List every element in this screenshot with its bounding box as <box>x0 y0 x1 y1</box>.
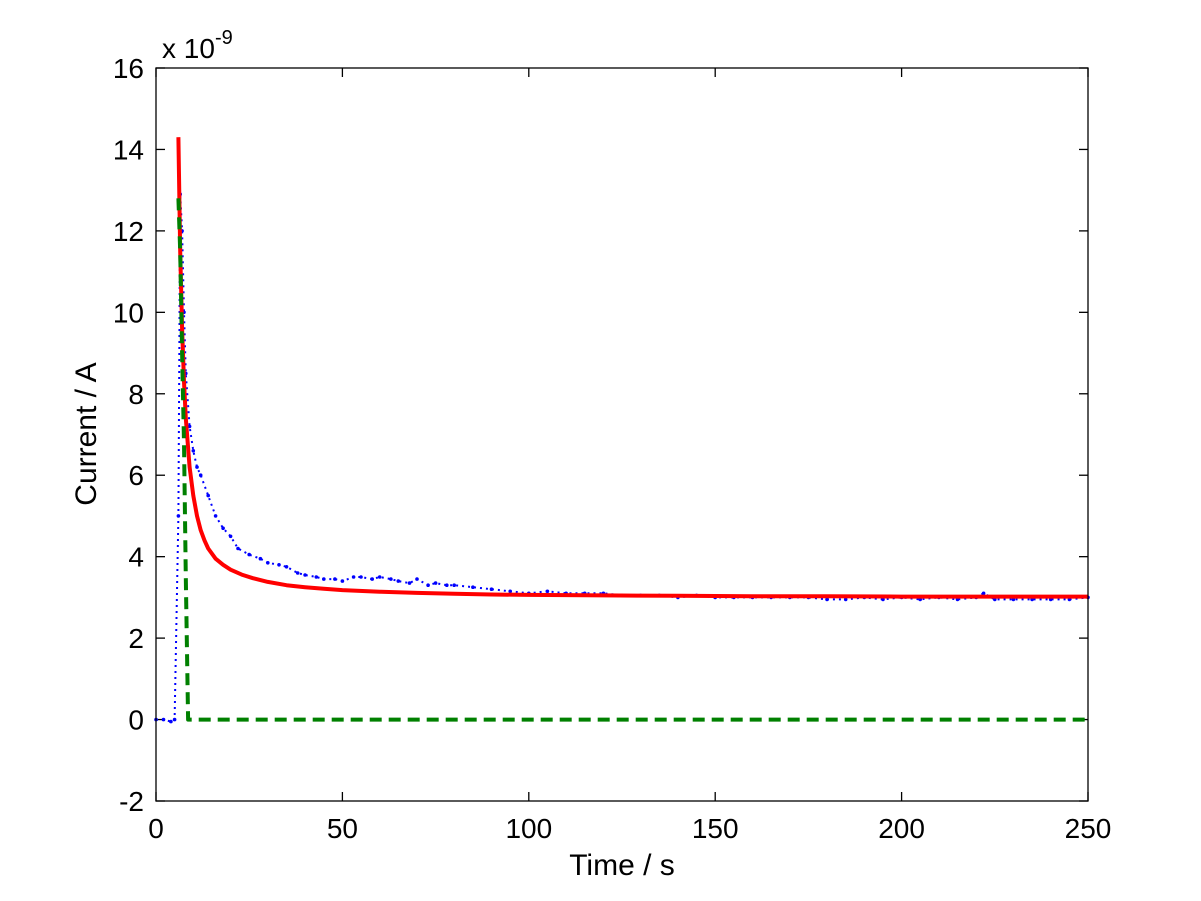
y-tick-label: -2 <box>119 786 144 817</box>
axes-box <box>155 67 1089 802</box>
series-layer <box>154 137 1090 724</box>
data-point <box>389 577 393 581</box>
data-point <box>489 587 494 591</box>
data-point <box>161 717 166 722</box>
data-point <box>195 465 199 469</box>
series-fit-current <box>176 137 1088 599</box>
y-multiplier-base: x 10 <box>162 33 215 64</box>
data-point <box>843 597 848 602</box>
data-point <box>247 552 251 557</box>
y-tick-label: 0 <box>128 705 144 736</box>
data-point <box>471 585 475 589</box>
x-tick-label: 50 <box>327 813 358 844</box>
data-point <box>206 493 210 498</box>
data-point <box>340 579 345 583</box>
data-point <box>377 575 382 579</box>
x-tick-label: 150 <box>692 813 739 844</box>
x-axis-label: Time / s <box>569 849 675 882</box>
plot-area <box>156 68 1088 801</box>
data-point <box>322 577 326 581</box>
series-step-current <box>176 198 1088 722</box>
data-point <box>295 571 300 575</box>
data-point <box>176 514 181 518</box>
data-point <box>172 717 177 722</box>
data-point <box>981 591 986 596</box>
data-point <box>221 526 225 530</box>
y-tick-label: 12 <box>113 216 144 247</box>
data-point <box>333 577 337 581</box>
data-point <box>198 473 203 478</box>
data-point <box>303 573 307 577</box>
data-point <box>351 575 356 579</box>
y-tick-label: 14 <box>113 134 144 165</box>
data-point <box>396 579 401 583</box>
data-point <box>545 589 550 594</box>
y-tick-label: 16 <box>113 53 144 84</box>
x-tick-label: 200 <box>878 813 925 844</box>
y-tick-label: 6 <box>128 460 144 491</box>
data-point <box>236 546 240 551</box>
data-point <box>415 577 419 581</box>
x-tick-label: 250 <box>1065 813 1112 844</box>
data-point <box>266 561 270 565</box>
y-tick-label: 4 <box>128 542 144 573</box>
data-point <box>284 565 289 569</box>
x-tick-label: 0 <box>148 813 164 844</box>
data-point <box>258 556 263 561</box>
data-point <box>433 581 438 585</box>
data-point <box>825 597 829 602</box>
y-tick-label: 2 <box>128 623 144 654</box>
data-point <box>314 575 319 579</box>
data-point <box>445 583 449 587</box>
y-multiplier-exponent: -9 <box>215 27 233 49</box>
data-point <box>426 583 430 587</box>
data-point <box>370 577 375 581</box>
x-tick-label: 100 <box>505 813 552 844</box>
data-point <box>452 583 457 587</box>
y-tick-label: 10 <box>113 297 144 328</box>
data-point <box>213 514 218 518</box>
series-step-current-line <box>176 198 1088 722</box>
data-point <box>228 534 233 539</box>
y-tick-label: 8 <box>128 379 144 410</box>
data-point <box>191 449 196 453</box>
y-axis-label: Current / A <box>70 362 103 505</box>
data-point <box>169 719 173 724</box>
data-point <box>187 424 192 429</box>
y-multiplier-label: x 10-9 <box>162 27 233 64</box>
data-point <box>277 563 281 567</box>
data-point <box>407 581 412 585</box>
data-point <box>508 589 512 594</box>
series-fit-current-line <box>176 137 1088 599</box>
data-point <box>359 575 363 579</box>
